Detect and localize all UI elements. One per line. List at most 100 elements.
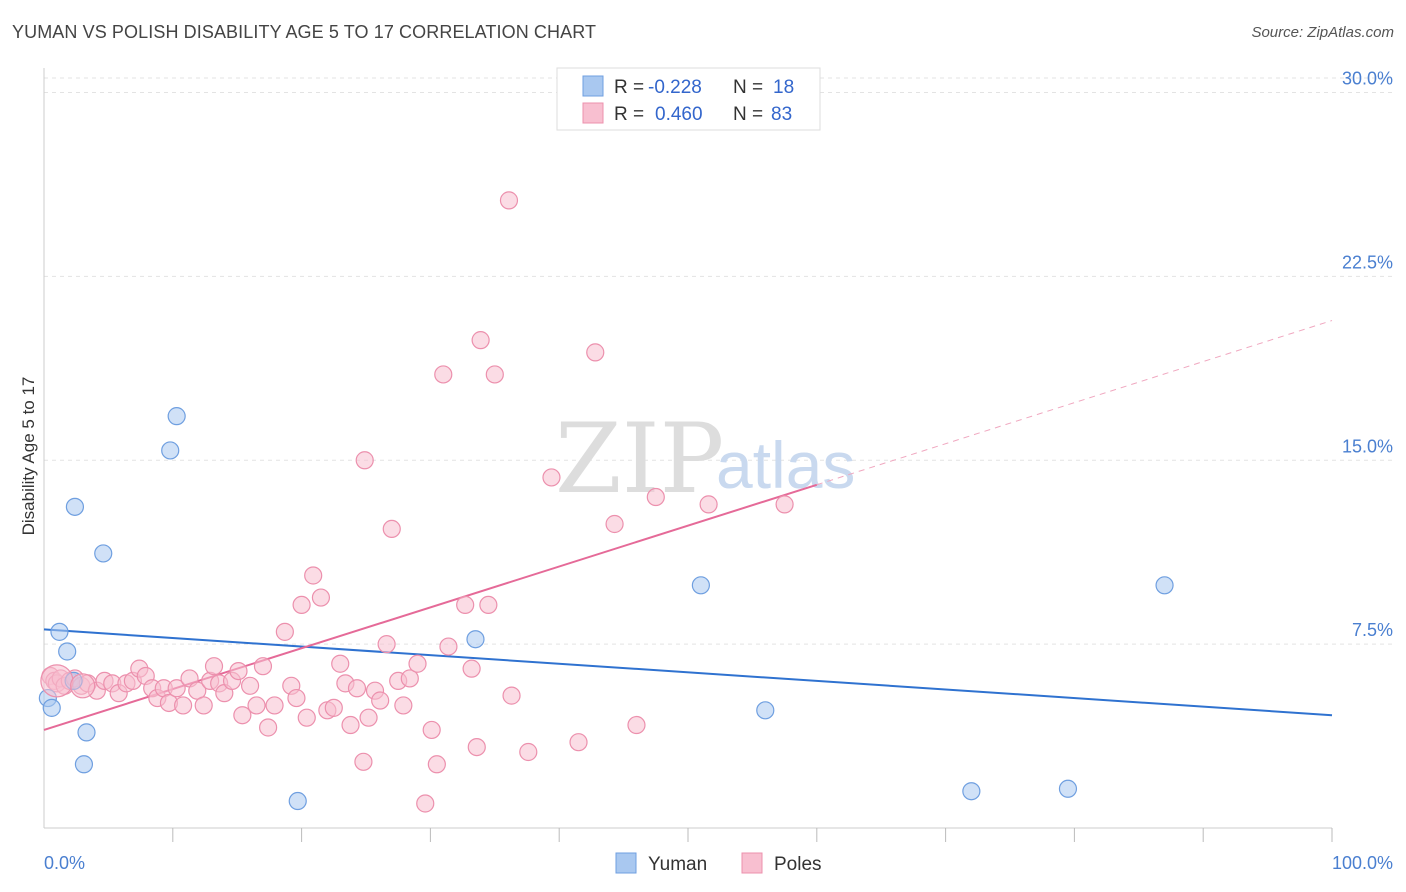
legend-label-poles: Poles	[774, 854, 822, 875]
y-tick-label: 30.0%	[1342, 69, 1393, 89]
data-points	[38, 191, 1174, 813]
x-tick-label-min: 0.0%	[44, 853, 85, 873]
yuman-point	[691, 576, 710, 595]
poles-point	[479, 595, 498, 615]
watermark-zip: ZIP	[555, 403, 724, 515]
poles-point	[434, 365, 453, 384]
poles-point	[259, 718, 278, 737]
poles-r-value: 0.460	[655, 104, 703, 125]
yuman-trend-line	[43, 628, 1333, 717]
yuman-point	[1058, 779, 1078, 798]
yuman-point	[94, 544, 113, 563]
poles-point	[394, 696, 413, 715]
y-axis-label: Disability Age 5 to 17	[19, 377, 38, 536]
y-tick-label: 7.5%	[1352, 620, 1393, 640]
poles-point	[240, 676, 260, 695]
poles-point	[502, 686, 521, 705]
poles-point	[247, 696, 266, 715]
yuman-r-value: -0.228	[648, 77, 702, 98]
poles-point	[377, 635, 396, 654]
poles-n-label: N =	[733, 104, 763, 125]
legend-swatch-poles	[741, 852, 763, 874]
poles-trend-extension	[816, 320, 1333, 486]
poles-point	[204, 657, 224, 676]
poles-point	[485, 365, 504, 384]
poles-point	[439, 637, 458, 656]
poles-point	[646, 487, 665, 507]
poles-point	[519, 742, 538, 762]
poles-point	[627, 715, 646, 735]
poles-point	[167, 679, 186, 698]
grid-lines	[44, 77, 1392, 645]
poles-point	[275, 622, 294, 641]
poles-n-value: 83	[771, 104, 792, 125]
poles-point	[359, 708, 378, 727]
yuman-n-label: N =	[733, 77, 763, 98]
poles-stats-swatch	[582, 102, 604, 124]
poles-point	[467, 737, 486, 757]
poles-point	[427, 755, 446, 774]
legend-swatch-yuman	[615, 852, 637, 874]
yuman-point	[77, 723, 96, 742]
poles-point	[287, 688, 306, 708]
yuman-point	[74, 755, 94, 774]
series-legend: Yuman Poles	[615, 852, 822, 875]
poles-point	[699, 495, 718, 514]
poles-point	[331, 654, 350, 673]
yuman-point	[962, 782, 981, 801]
yuman-point	[50, 622, 69, 641]
poles-point	[569, 733, 588, 752]
yuman-point	[58, 642, 77, 661]
poles-point	[292, 595, 311, 615]
source-credit: Source: ZipAtlas.com	[1251, 24, 1394, 41]
y-tick-label: 15.0%	[1342, 436, 1393, 456]
poles-point	[324, 698, 343, 717]
poles-point	[229, 661, 248, 681]
poles-point	[462, 659, 481, 678]
poles-point	[347, 679, 367, 698]
poles-point	[354, 752, 373, 771]
x-tick-label-max: 100.0%	[1332, 853, 1393, 873]
yuman-point	[756, 701, 775, 720]
poles-point	[297, 708, 316, 727]
yuman-n-value: 18	[773, 77, 794, 98]
poles-point	[341, 715, 360, 735]
poles-point	[422, 720, 441, 740]
y-tick-labels: 7.5% 15.0% 22.5% 30.0%	[1342, 69, 1393, 641]
poles-point	[416, 794, 435, 813]
chart-title: YUMAN VS POLISH DISABILITY AGE 5 TO 17 C…	[12, 22, 597, 42]
poles-point	[775, 495, 794, 514]
poles-point	[253, 657, 273, 676]
yuman-r-label: R =	[614, 77, 644, 98]
poles-point	[408, 654, 427, 673]
legend-label-yuman: Yuman	[648, 854, 707, 875]
poles-point	[400, 669, 419, 688]
yuman-point	[288, 791, 307, 811]
yuman-point	[466, 630, 485, 649]
stats-legend-box: R = -0.228 N = 18 R = 0.460 N = 83	[556, 67, 821, 131]
poles-point	[456, 595, 475, 615]
watermark: ZIP atlas	[555, 403, 855, 515]
poles-point	[371, 691, 390, 710]
yuman-point	[167, 407, 186, 426]
poles-cluster-point	[40, 664, 74, 698]
poles-point	[233, 706, 252, 725]
yuman-point	[65, 497, 85, 516]
poles-point	[265, 696, 284, 715]
y-tick-label: 22.5%	[1342, 252, 1393, 272]
poles-point	[311, 588, 331, 607]
poles-point	[382, 519, 401, 539]
poles-point	[194, 696, 213, 715]
yuman-point	[161, 441, 180, 460]
poles-point	[174, 696, 193, 715]
poles-r-label: R =	[614, 104, 644, 125]
watermark-atlas: atlas	[716, 428, 855, 502]
poles-point	[471, 331, 490, 350]
poles-point	[355, 451, 374, 470]
yuman-point	[42, 698, 61, 717]
x-ticks	[172, 828, 1333, 842]
poles-point	[304, 566, 323, 585]
poles-point	[605, 514, 624, 534]
yuman-point	[1155, 576, 1174, 595]
